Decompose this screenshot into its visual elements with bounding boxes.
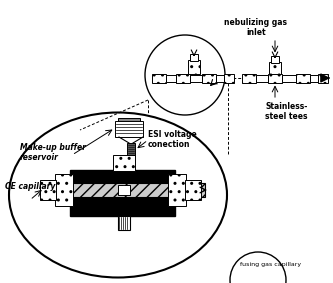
Bar [271, 55, 279, 63]
Text: fusing gas capillary: fusing gas capillary [240, 262, 301, 267]
Bar [268, 74, 282, 83]
Bar [185, 180, 201, 200]
Bar [166, 74, 176, 82]
Bar [256, 74, 268, 82]
Bar [168, 174, 186, 206]
Bar [152, 74, 166, 83]
Text: nebulizing gas
inlet: nebulizing gas inlet [224, 18, 287, 37]
Bar [40, 180, 56, 200]
Bar [55, 174, 73, 206]
Bar [118, 216, 130, 230]
Bar [118, 185, 130, 195]
Bar [188, 59, 200, 74]
Bar [118, 118, 140, 121]
Bar [216, 74, 224, 82]
Text: Make-up buffer
reservoir: Make-up buffer reservoir [20, 143, 86, 162]
Text: ESI voltage
conection: ESI voltage conection [148, 130, 197, 149]
Text: CE capillary: CE capillary [5, 182, 55, 191]
Bar [296, 74, 310, 83]
Bar [115, 121, 143, 137]
Bar [310, 74, 318, 82]
Bar [318, 74, 328, 83]
Bar [190, 53, 198, 61]
Bar [282, 74, 296, 82]
Bar [202, 74, 216, 83]
Bar [242, 74, 256, 83]
Bar [190, 74, 202, 82]
Bar [176, 74, 190, 83]
Bar [127, 143, 135, 155]
Bar [113, 155, 135, 171]
Bar [269, 61, 281, 74]
Bar [70, 170, 175, 216]
Bar [224, 74, 234, 83]
Bar [40, 183, 205, 197]
Text: Stainless-
steel tees: Stainless- steel tees [265, 102, 307, 121]
